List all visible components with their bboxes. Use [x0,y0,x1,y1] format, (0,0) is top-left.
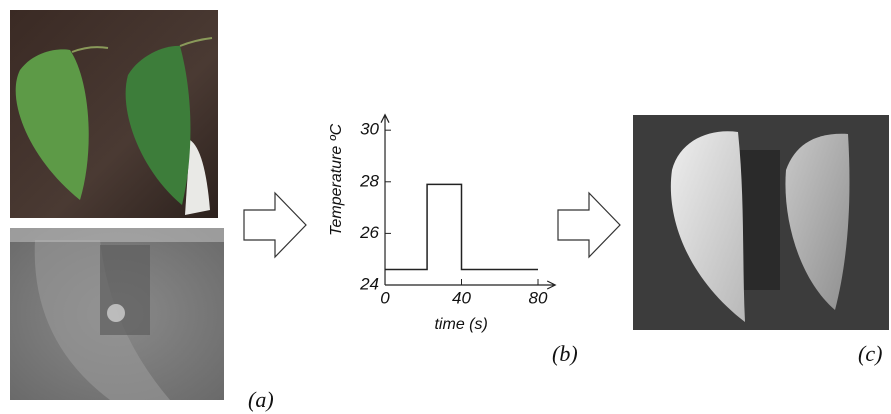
y-tick-label: 30 [360,120,379,139]
x-tick-label: 0 [380,288,390,307]
panel-label: (c) [858,341,882,366]
thermal-image [633,115,889,330]
y-axis-label: Temperature ºC [328,123,345,235]
thermal-image [10,228,224,400]
x-axis-label: time (s) [434,316,487,333]
panel-label: (b) [552,341,578,366]
x-tick-label: 40 [452,288,471,307]
y-tick-label: 28 [359,171,379,190]
panel-label: (a) [248,387,274,412]
y-axis [380,113,390,285]
arrow [557,191,621,259]
x-axis [385,280,557,290]
y-tick-label: 26 [359,223,379,242]
x-tick-label: 80 [529,288,548,307]
line [385,183,538,271]
chart: 24 26 28 30 0 40 80 time (s) Temperature ºC [328,113,557,333]
y-tick-label: 24 [359,274,379,293]
arrow [243,191,307,259]
leaf-photo [10,10,218,218]
